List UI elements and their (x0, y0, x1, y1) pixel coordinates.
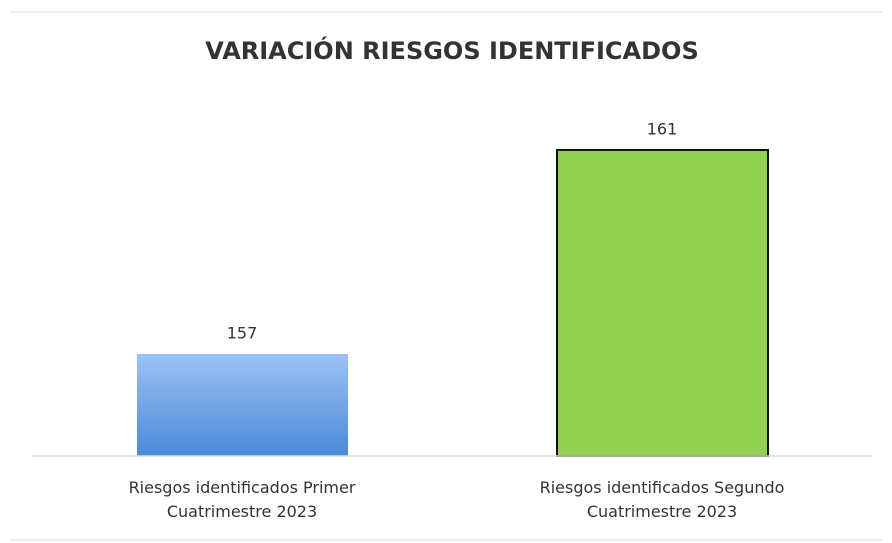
bar (556, 149, 769, 457)
bar (137, 354, 348, 456)
x-tick-label: Riesgos identificados Primer Cuatrimestr… (128, 478, 356, 521)
value-label: 161 (647, 120, 678, 139)
x-tick-label: Riesgos identificados Segundo Cuatrimest… (539, 478, 785, 521)
value-label: 157 (227, 324, 258, 343)
chart-title: VARIACIÓN RIESGOS IDENTIFICADOS (205, 35, 698, 65)
